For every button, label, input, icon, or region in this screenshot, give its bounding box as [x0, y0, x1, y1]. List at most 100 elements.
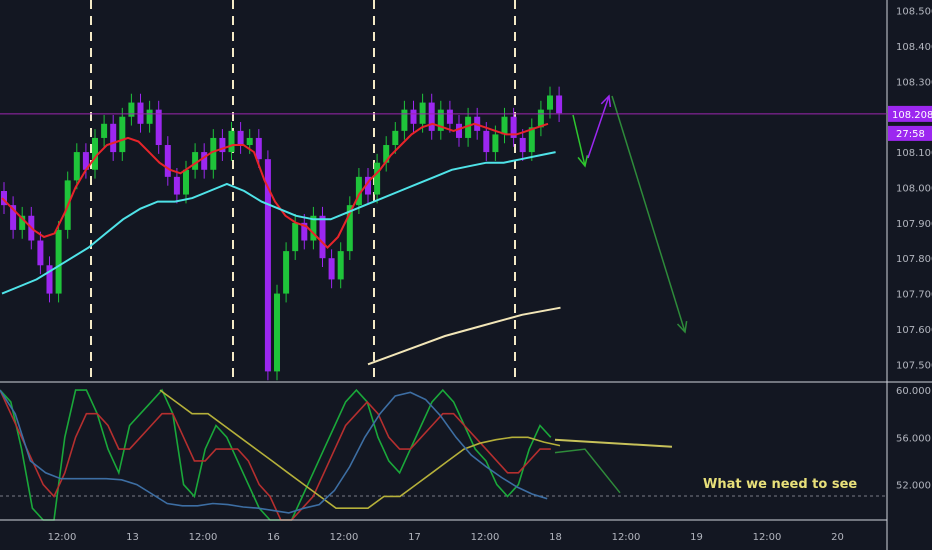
candle-body — [519, 137, 526, 153]
candle-body — [365, 176, 371, 195]
candle-body — [456, 123, 462, 138]
candle-body — [483, 130, 490, 153]
candle-body — [210, 137, 217, 170]
oscillator-axis-label: 52.000 — [896, 481, 931, 492]
arrow-long-down-head — [676, 321, 688, 334]
candle-body — [219, 137, 226, 153]
candle-body — [310, 215, 317, 241]
oscillator-projection-line — [554, 438, 673, 448]
price-axis-label: 107.500 — [896, 360, 932, 371]
oscillator-axis-label: 56.000 — [896, 433, 931, 444]
candle-body — [82, 152, 89, 170]
candle-body — [1, 191, 7, 206]
price-axis-label: 107.700 — [896, 290, 932, 301]
candle-body — [337, 251, 344, 280]
candle-body — [201, 152, 208, 170]
candle-body — [237, 130, 244, 146]
time-axis-label: 12:00 — [612, 532, 641, 543]
candle-body — [328, 258, 335, 280]
candle-body — [292, 222, 299, 252]
candle-body — [10, 205, 17, 230]
price-axis-label: 108.400 — [896, 42, 932, 53]
price-axis-label: 108.500 — [896, 7, 932, 18]
oscillator-fast-line — [0, 388, 552, 521]
candle-body — [392, 130, 399, 146]
oscillator-baseline-line — [0, 389, 548, 514]
oscillator-axis-label: 60.000 — [896, 386, 931, 397]
candlestick-series — [1, 86, 563, 381]
candle-body — [410, 109, 417, 124]
ema-fast-line — [1, 122, 549, 250]
candle-body — [274, 293, 280, 372]
candle-body — [419, 102, 426, 124]
candle-body — [19, 215, 26, 230]
candle-body — [137, 102, 144, 124]
price-axis[interactable]: 108.500108.400108.300108.200108.100108.0… — [888, 7, 932, 492]
candle-body — [164, 145, 171, 177]
price-axis-label: 108.100 — [896, 148, 932, 159]
time-axis-label: 17 — [408, 532, 421, 543]
candle-body — [246, 137, 253, 146]
candle-body — [101, 123, 108, 138]
time-axis-label: 20 — [831, 532, 844, 543]
candle-body — [374, 162, 381, 195]
arrow-long-down — [611, 95, 686, 333]
oscillator-annotation: What we need to see — [703, 477, 857, 492]
candle-body — [528, 127, 535, 153]
candle-body — [319, 215, 326, 259]
price-axis-label: 107.900 — [896, 219, 932, 230]
countdown-tag-box — [888, 125, 932, 141]
drawing-arrows — [572, 94, 688, 334]
candle-body — [547, 95, 553, 110]
candle-body — [73, 152, 80, 181]
oscillator-pane: What we need to see — [0, 388, 887, 521]
candle-body — [383, 145, 390, 163]
price-axis-label: 108.000 — [896, 183, 932, 194]
candle-body — [264, 159, 271, 372]
candle-body — [465, 116, 472, 138]
candle-body — [110, 123, 117, 153]
candle-body — [37, 240, 44, 266]
candle-body — [183, 169, 189, 195]
ema-slow-line — [1, 151, 556, 295]
candle-body — [46, 265, 53, 294]
price-axis-label: 107.600 — [896, 325, 932, 336]
price-axis-label: 107.800 — [896, 254, 932, 265]
arrow-short-down — [572, 114, 586, 167]
candle-body — [173, 176, 180, 195]
time-axis-label: 18 — [549, 532, 562, 543]
oscillator-projection-green — [554, 448, 621, 494]
candle-body — [437, 109, 444, 131]
candle-body — [556, 95, 563, 114]
time-axis-label: 13 — [126, 532, 139, 543]
time-axis-label: 12:00 — [189, 532, 218, 543]
time-axis-label: 12:00 — [753, 532, 782, 543]
moving-average-lines — [1, 122, 561, 366]
oscillator-signal-line — [0, 389, 551, 521]
oscillator-slow-line — [159, 389, 561, 510]
time-axis-label: 12:00 — [48, 532, 77, 543]
candle-body — [128, 102, 135, 117]
candle-body — [192, 152, 199, 170]
candle-body — [492, 134, 499, 153]
candle-body — [510, 116, 517, 138]
candle-body — [255, 137, 262, 160]
candle-body — [146, 109, 153, 124]
arrow-up-head — [600, 94, 612, 108]
candle-body — [155, 109, 162, 146]
candle-body — [92, 137, 98, 170]
price-axis-label: 108.300 — [896, 77, 932, 88]
time-axis-label: 12:00 — [471, 532, 500, 543]
session-separators — [90, 0, 516, 382]
time-axis-label: 16 — [267, 532, 280, 543]
countdown-tag: 27:58 — [896, 129, 925, 140]
candle-body — [537, 109, 544, 128]
candle-body — [55, 229, 62, 294]
candle-body — [501, 116, 508, 135]
candle-body — [355, 176, 362, 206]
arrow-short-down-head — [577, 155, 589, 168]
time-axis[interactable]: 12:00 13 12:00 16 12:00 17 12:00 18 12:00 19 12:00… — [48, 532, 844, 543]
price-tag: 108.208 — [892, 110, 932, 121]
candle-body — [446, 109, 453, 124]
